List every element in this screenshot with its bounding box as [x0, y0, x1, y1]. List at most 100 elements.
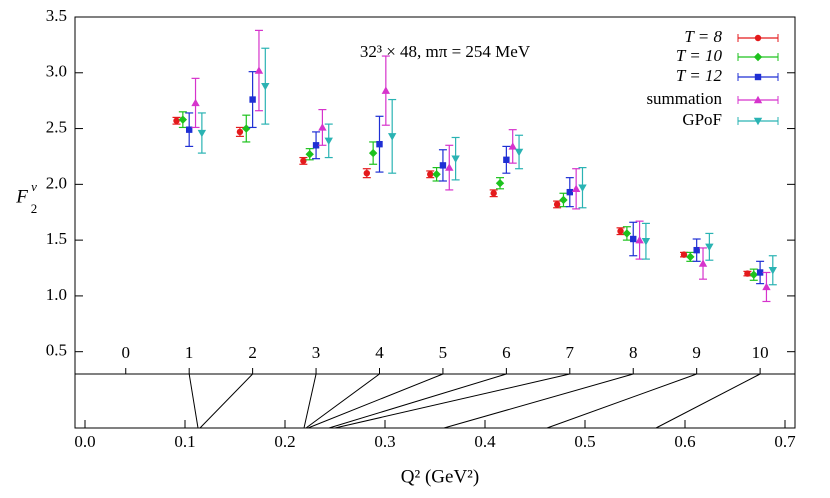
data-point [324, 123, 333, 159]
marker [762, 282, 771, 291]
legend-label: T = 12 [676, 66, 723, 85]
marker [553, 201, 561, 208]
data-point [426, 170, 435, 179]
marker [427, 171, 434, 178]
data-point [432, 167, 441, 182]
marker [698, 259, 708, 267]
x-tick-label: 0.0 [74, 432, 95, 451]
data-point [514, 134, 524, 170]
data-point [242, 114, 251, 143]
data-point [197, 112, 207, 154]
data-point [495, 177, 505, 190]
y-label-sup: v [31, 179, 37, 194]
data-point [375, 115, 384, 173]
data-point [629, 221, 638, 257]
data-point [362, 168, 371, 179]
marker [686, 252, 695, 262]
data-point [387, 98, 397, 174]
data-point [445, 144, 454, 191]
marker [387, 133, 397, 141]
data-point [641, 222, 651, 260]
marker [630, 235, 637, 243]
y-tick-label: 0.5 [46, 341, 67, 360]
y-tick-label: 1.0 [46, 285, 67, 304]
index-map-line [305, 373, 380, 429]
marker [249, 96, 256, 103]
data-point [616, 227, 625, 236]
data-point [622, 226, 632, 241]
index-map-line [655, 373, 761, 429]
legend-label: T = 10 [676, 46, 723, 65]
marker [753, 52, 763, 62]
x-tick-label: 0.3 [374, 432, 395, 451]
data-point [305, 148, 314, 161]
legend-entry: T = 8 [684, 27, 779, 46]
legend-entry: summation [646, 89, 779, 108]
index-tick-label: 8 [629, 343, 638, 362]
legend-label: T = 8 [684, 27, 722, 46]
marker [514, 148, 524, 157]
data-point [553, 200, 562, 209]
data-point [451, 136, 460, 181]
marker [744, 270, 751, 277]
data-point [559, 192, 568, 208]
index-map-line [443, 373, 634, 429]
data-point [172, 116, 181, 125]
legend-entry: GPoF [682, 110, 779, 129]
marker [503, 156, 510, 163]
index-tick-label: 2 [248, 343, 257, 362]
data-point [489, 189, 498, 198]
data-point [686, 251, 695, 262]
data-point [368, 141, 378, 165]
marker [318, 123, 327, 131]
y-tick-label: 1.5 [46, 229, 67, 248]
data-point [692, 238, 701, 262]
data-point [299, 156, 308, 165]
x-tick-label: 0.2 [274, 432, 295, 451]
index-tick-label: 3 [312, 343, 321, 362]
marker [622, 229, 632, 238]
marker [376, 140, 383, 148]
index-map-line [303, 373, 317, 429]
data-point [565, 177, 574, 208]
marker [578, 184, 587, 192]
marker [432, 170, 441, 179]
marker [197, 129, 207, 138]
marker [236, 128, 244, 136]
data-point [768, 255, 777, 286]
marker [753, 95, 763, 104]
legend-entry: T = 12 [676, 66, 779, 85]
marker [381, 86, 391, 94]
data-point [508, 129, 517, 164]
marker [185, 126, 193, 133]
index-tick-label: 5 [439, 343, 448, 362]
y-tick-label: 2.0 [46, 173, 67, 192]
data-point [743, 270, 752, 277]
marker [305, 150, 314, 159]
marker [571, 184, 581, 193]
index-map-line [307, 373, 444, 429]
data-point [438, 149, 447, 182]
marker [490, 190, 497, 197]
legend-label: summation [646, 89, 722, 108]
marker [617, 228, 624, 235]
index-map-line [328, 373, 507, 429]
marker [173, 117, 180, 124]
lower-frame [74, 373, 796, 429]
data-point [679, 251, 688, 258]
index-map-line [334, 373, 570, 429]
marker [178, 115, 188, 124]
data-point [318, 108, 327, 146]
marker [191, 98, 200, 107]
x-axis-label: Q² (GeV²) [401, 466, 479, 487]
marker [680, 251, 688, 258]
marker [756, 269, 764, 276]
index-tick-label: 1 [185, 343, 194, 362]
data-point [571, 168, 581, 210]
data-point [705, 232, 714, 261]
data-point [248, 71, 257, 129]
index-tick-label: 4 [375, 343, 384, 362]
data-point [191, 77, 200, 129]
marker [451, 155, 460, 163]
